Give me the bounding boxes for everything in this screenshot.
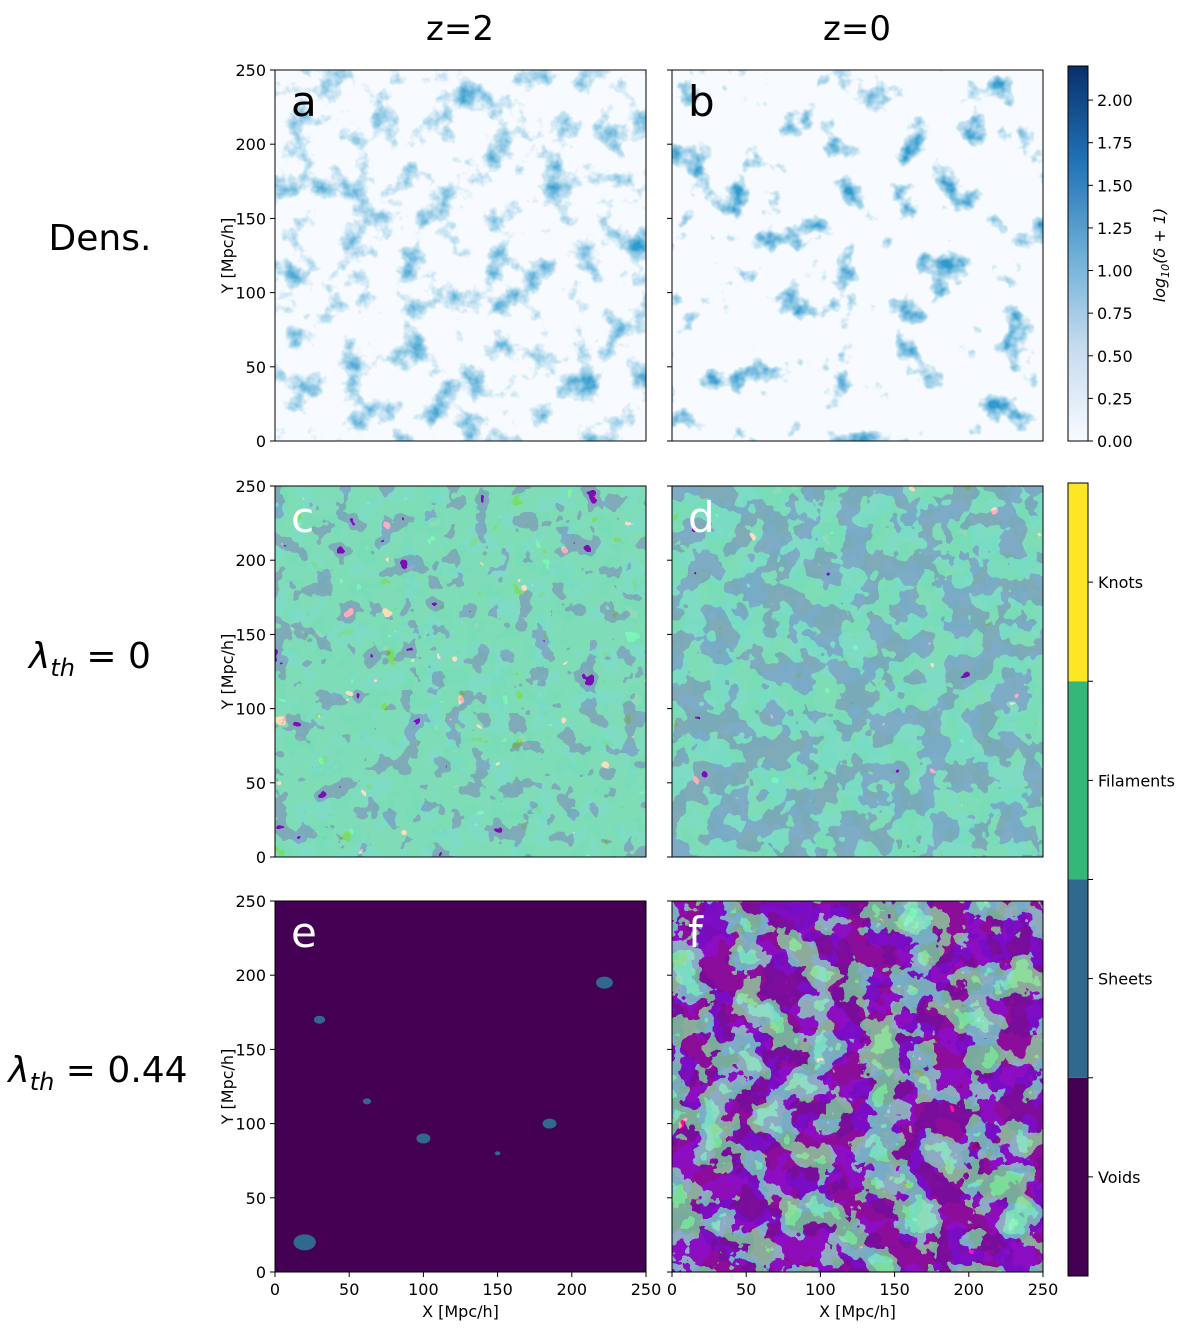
y-tick-label: 100 <box>235 700 266 719</box>
panel-d-letter: d <box>688 493 715 542</box>
class-colorbar-filaments <box>1068 681 1088 880</box>
class-colorbar-frame <box>1067 482 1089 1277</box>
class-colorbar-label: Voids <box>1098 1168 1140 1187</box>
density-colorbar-tick-label: 1.75 <box>1097 134 1133 153</box>
x-tick-label: 0 <box>667 1280 677 1299</box>
panel-b: b <box>667 69 1044 442</box>
density-colorbar-tick-label: 2.00 <box>1097 91 1133 110</box>
density-colorbar-ticks: 0.00 0.25 0.50 0.75 1.00 1.25 1.50 1.75 2.00 <box>1088 91 1133 451</box>
panel-c-field <box>275 486 646 857</box>
y-axis-label: Y [Mpc/h] <box>218 218 237 295</box>
density-colorbar: 0.00 0.25 0.50 0.75 1.00 1.25 1.50 1.75 2.00 log… <box>1067 65 1172 451</box>
panel-e: e 0 50 100 150 200 250 0 50 100 150 200 250 X [Mpc/h]… <box>218 892 661 1321</box>
row-label-density: Dens. <box>49 218 152 259</box>
class-colorbar-label: Knots <box>1098 573 1143 592</box>
x-tick-label: 150 <box>482 1280 513 1299</box>
y-tick-label: 100 <box>235 284 266 303</box>
x-tick-label: 150 <box>879 1280 910 1299</box>
y-tick-label: 150 <box>235 1040 266 1059</box>
panel-a-letter: a <box>291 77 317 126</box>
x-tick-label: 200 <box>557 1280 588 1299</box>
x-axis-label: X [Mpc/h] <box>819 1302 896 1321</box>
column-title-z2: z=2 <box>426 9 494 49</box>
density-colorbar-tick-label: 0.50 <box>1097 347 1133 366</box>
x-tick-label: 200 <box>954 1280 985 1299</box>
y-tick-label: 50 <box>246 774 266 793</box>
panel-f-frame <box>671 900 1044 1273</box>
x-tick-label: 50 <box>736 1280 756 1299</box>
class-colorbar-label: Filaments <box>1098 771 1175 790</box>
panel-e-structure <box>542 1118 557 1129</box>
y-tick-label: 0 <box>256 432 266 451</box>
panel-e-structure <box>362 1098 372 1105</box>
panel-f-field <box>672 901 1043 1272</box>
density-colorbar-tick-label: 0.00 <box>1097 432 1133 451</box>
panel-c-letter: c <box>291 493 314 542</box>
density-colorbar-tick-label: 1.25 <box>1097 219 1133 238</box>
density-colorbar-label: log10(δ + 1) <box>1150 208 1172 302</box>
x-tick-label: 250 <box>1028 1280 1059 1299</box>
y-tick-label: 150 <box>235 625 266 644</box>
density-colorbar-tick-label: 0.75 <box>1097 304 1133 323</box>
x-tick-label: 100 <box>408 1280 439 1299</box>
y-tick-label: 0 <box>256 848 266 867</box>
x-tick-label: 100 <box>805 1280 836 1299</box>
panel-e-structure <box>293 1234 316 1251</box>
x-tick-label: 0 <box>270 1280 280 1299</box>
density-colorbar-tick-label: 1.00 <box>1097 262 1133 281</box>
density-colorbar-gradient <box>1067 65 1089 442</box>
row-label-lambda-044: λth = 0.44 <box>6 1050 187 1096</box>
y-tick-label: 0 <box>256 1263 266 1282</box>
x-tick-label: 250 <box>631 1280 662 1299</box>
panel-e-structure <box>494 1151 501 1156</box>
panel-d-field <box>672 486 1043 857</box>
panel-c: c 0 50 100 150 200 250 Y [Mpc/h] <box>218 477 647 867</box>
column-title-z0: z=0 <box>823 9 891 49</box>
x-axis-label: X [Mpc/h] <box>422 1302 499 1321</box>
y-tick-label: 50 <box>246 1189 266 1208</box>
class-colorbar-knots <box>1068 483 1088 682</box>
y-tick-label: 100 <box>235 1115 266 1134</box>
y-tick-label: 250 <box>235 61 266 80</box>
panel-e-structure <box>596 976 613 989</box>
panel-b-letter: b <box>688 77 715 126</box>
y-axis-label: Y [Mpc/h] <box>218 634 237 711</box>
panel-d: d <box>667 485 1044 858</box>
panel-a: a 0 50 100 150 200 250 Y [Mpc/h] <box>218 61 647 451</box>
density-colorbar-tick-label: 0.25 <box>1097 389 1133 408</box>
class-colorbar-label: Sheets <box>1098 970 1153 989</box>
class-colorbar-voids <box>1068 1077 1088 1276</box>
y-tick-label: 200 <box>235 966 266 985</box>
y-tick-label: 50 <box>246 358 266 377</box>
y-tick-label: 200 <box>235 551 266 570</box>
y-tick-label: 250 <box>235 477 266 496</box>
x-tick-label: 50 <box>339 1280 359 1299</box>
y-tick-label: 250 <box>235 892 266 911</box>
panel-f: f 0 50 100 150 200 250 X [Mpc/h] <box>667 900 1059 1321</box>
panel-c-frame <box>274 485 647 858</box>
panel-e-background <box>275 901 646 1272</box>
panel-b-frame <box>671 69 1044 442</box>
panel-b-field <box>672 70 1043 441</box>
panel-a-field <box>275 70 646 441</box>
panels-group: a 0 50 100 150 200 250 Y [Mpc/h] b c 0 50 100 150 200 2… <box>218 61 1058 1321</box>
panel-d-frame <box>671 485 1044 858</box>
panel-e-structure <box>313 1015 326 1024</box>
class-colorbar-sheets <box>1068 879 1088 1078</box>
row-label-lambda-0: λth = 0 <box>27 636 151 682</box>
y-axis-label: Y [Mpc/h] <box>218 1049 237 1126</box>
density-colorbar-tick-label: 1.50 <box>1097 176 1133 195</box>
y-tick-label: 150 <box>235 209 266 228</box>
panel-a-frame <box>274 69 647 442</box>
panel-e-frame <box>274 900 647 1273</box>
y-tick-label: 200 <box>235 135 266 154</box>
panel-f-letter: f <box>688 908 704 957</box>
panel-e-letter: e <box>291 908 317 957</box>
panel-e-structure <box>416 1133 431 1144</box>
class-colorbar: Voids Sheets Filaments Knots <box>1067 482 1175 1277</box>
